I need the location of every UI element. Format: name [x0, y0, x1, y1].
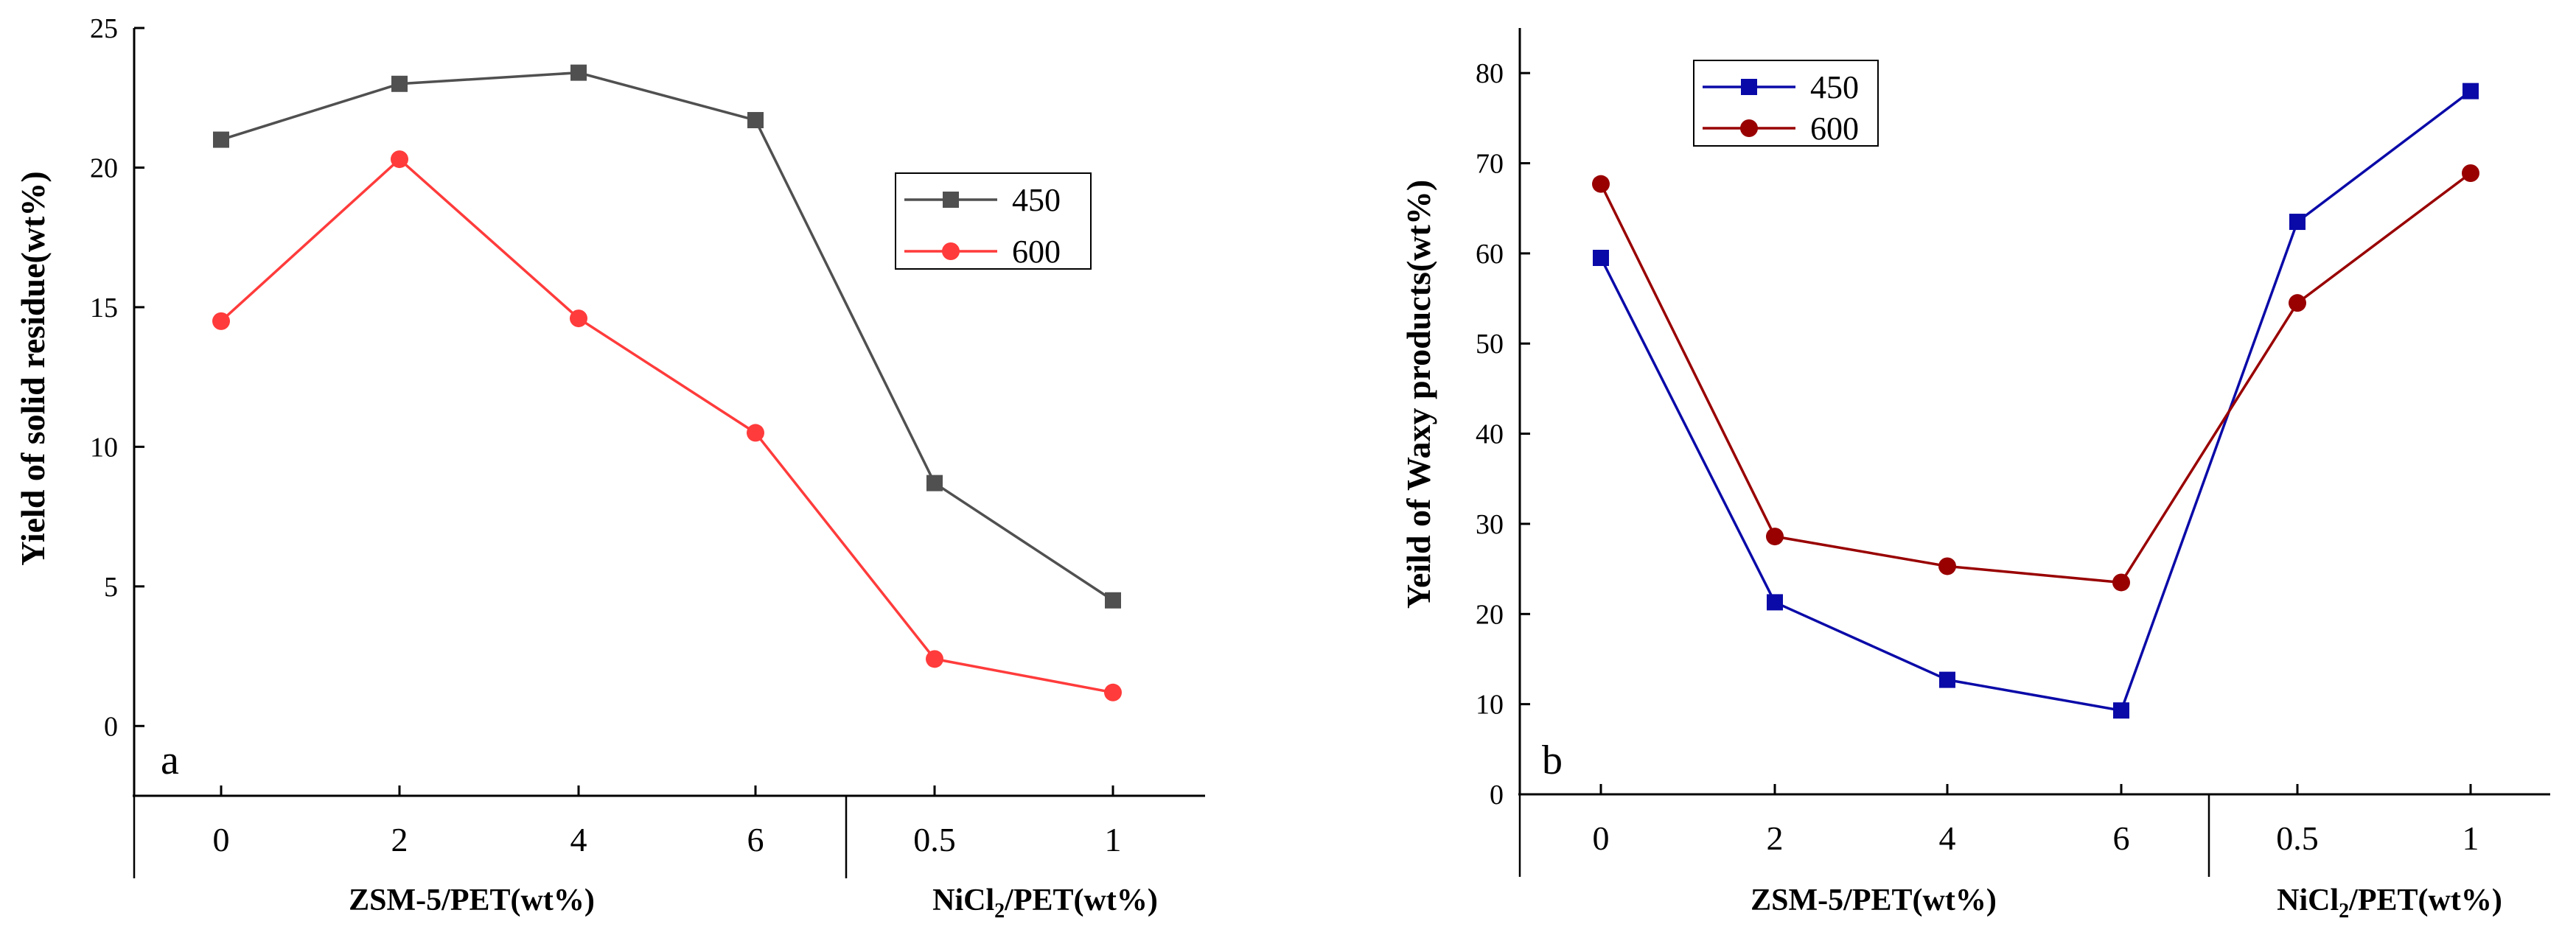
legend-box [895, 172, 1092, 270]
data-point-600 [926, 650, 943, 668]
legend-label-450: 450 [1012, 182, 1061, 218]
x-tick-label: 4 [1939, 819, 1956, 857]
data-point-450 [391, 75, 408, 92]
y-tick-label: 15 [90, 293, 118, 323]
data-point-600 [1766, 528, 1784, 546]
y-tick-label: 80 [1476, 58, 1504, 89]
data-point-600 [1592, 175, 1610, 193]
nicl2-label-part: /PET(wt%) [2348, 883, 2502, 917]
data-point-450 [2113, 702, 2129, 719]
nicl2-label-part: NiCl [932, 883, 994, 917]
series-600 [212, 150, 1122, 701]
y-tick-label: 5 [104, 572, 118, 603]
chart-b: 0 10 20 30 40 50 60 70 80 0 2 4 6 0.5 1 Yeild of Waxy p… [1400, 28, 2550, 923]
data-point-450 [2462, 83, 2479, 99]
series-450 [213, 64, 1121, 609]
x-tick-label: 2 [391, 821, 408, 858]
data-point-450 [1767, 594, 1783, 611]
data-point-600 [212, 312, 230, 330]
legend-marker-600 [1740, 119, 1758, 137]
y-tick-label: 30 [1476, 509, 1504, 540]
data-point-450 [926, 475, 943, 491]
nicl2-label-subscript: 2 [994, 900, 1005, 923]
x-tick-label: 2 [1767, 819, 1784, 857]
y-tick-label: 25 [90, 13, 118, 44]
legend-label-600: 600 [1810, 111, 1859, 147]
x-tick-label: 6 [2113, 819, 2130, 857]
legend-label-600: 600 [1012, 234, 1061, 270]
y-tick-label: 60 [1476, 239, 1504, 270]
series-line-450 [1599, 90, 2472, 713]
y-tick-label: 10 [90, 432, 118, 463]
data-point-600 [2289, 294, 2306, 312]
y-tick-label: 70 [1476, 149, 1504, 180]
data-point-600 [747, 424, 764, 442]
panel-label: a [161, 738, 179, 783]
y-tick-label: 0 [104, 711, 118, 742]
legend-marker-600 [942, 242, 960, 260]
series-line-600 [220, 157, 1114, 694]
x-group-label-zsm5: ZSM-5/PET(wt%) [1751, 883, 1997, 917]
x-group-label-nicl2: NiCl2/PET(wt%) [932, 883, 1158, 923]
y-tick-label: 40 [1476, 419, 1504, 450]
x-tick-label: 0 [1593, 819, 1610, 857]
y-tick-label: 0 [1490, 780, 1504, 811]
data-point-600 [1104, 683, 1122, 701]
legend-box [1693, 60, 1879, 147]
series-line-450 [220, 71, 1114, 602]
x-tick-label: 4 [570, 821, 587, 858]
nicl2-label-part: /PET(wt%) [1004, 883, 1158, 917]
legend-marker-450 [1741, 79, 1757, 95]
data-point-450 [1593, 250, 1609, 266]
nicl2-label-subscript: 2 [2339, 900, 2349, 923]
nicl2-label-part: NiCl [2277, 883, 2339, 917]
series-600 [1592, 164, 2479, 592]
data-point-450 [2289, 214, 2306, 231]
legend-marker-450 [943, 192, 959, 208]
y-tick-label: 50 [1476, 329, 1504, 360]
y-tick-label: 10 [1476, 690, 1504, 721]
x-tick-label: 1 [1105, 821, 1122, 858]
y-tick-label: 20 [90, 153, 118, 183]
data-point-450 [1939, 671, 1955, 688]
data-point-450 [1105, 592, 1121, 609]
y-axis-title: Yeild of Waxy products(wt%) [1400, 180, 1437, 609]
data-point-450 [570, 64, 587, 81]
x-tick-label: 0.5 [2276, 819, 2319, 857]
x-tick-label: 0.5 [913, 821, 956, 858]
chart-a: 0 5 10 15 20 25 0 2 4 6 0.5 1 Yield of solid residue… [14, 13, 1205, 923]
data-point-450 [747, 112, 764, 129]
y-axis-title: Yield of solid residue(wt%) [14, 171, 52, 565]
x-group-label-nicl2: NiCl2/PET(wt%) [2277, 883, 2502, 923]
x-tick-label: 6 [747, 821, 764, 858]
legend-label-450: 450 [1810, 69, 1859, 105]
panel-label: b [1542, 738, 1563, 783]
data-point-600 [570, 309, 587, 328]
data-point-600 [391, 150, 408, 169]
data-point-600 [2112, 573, 2130, 592]
data-point-600 [1938, 557, 1956, 575]
data-point-600 [2462, 164, 2479, 182]
series-450 [1593, 83, 2479, 719]
x-group-label-zsm5: ZSM-5/PET(wt%) [349, 883, 595, 917]
x-tick-label: 0 [213, 821, 230, 858]
x-tick-label: 1 [2462, 819, 2479, 857]
y-tick-label: 20 [1476, 599, 1504, 630]
data-point-450 [213, 131, 229, 148]
series-line-600 [1599, 172, 2472, 584]
